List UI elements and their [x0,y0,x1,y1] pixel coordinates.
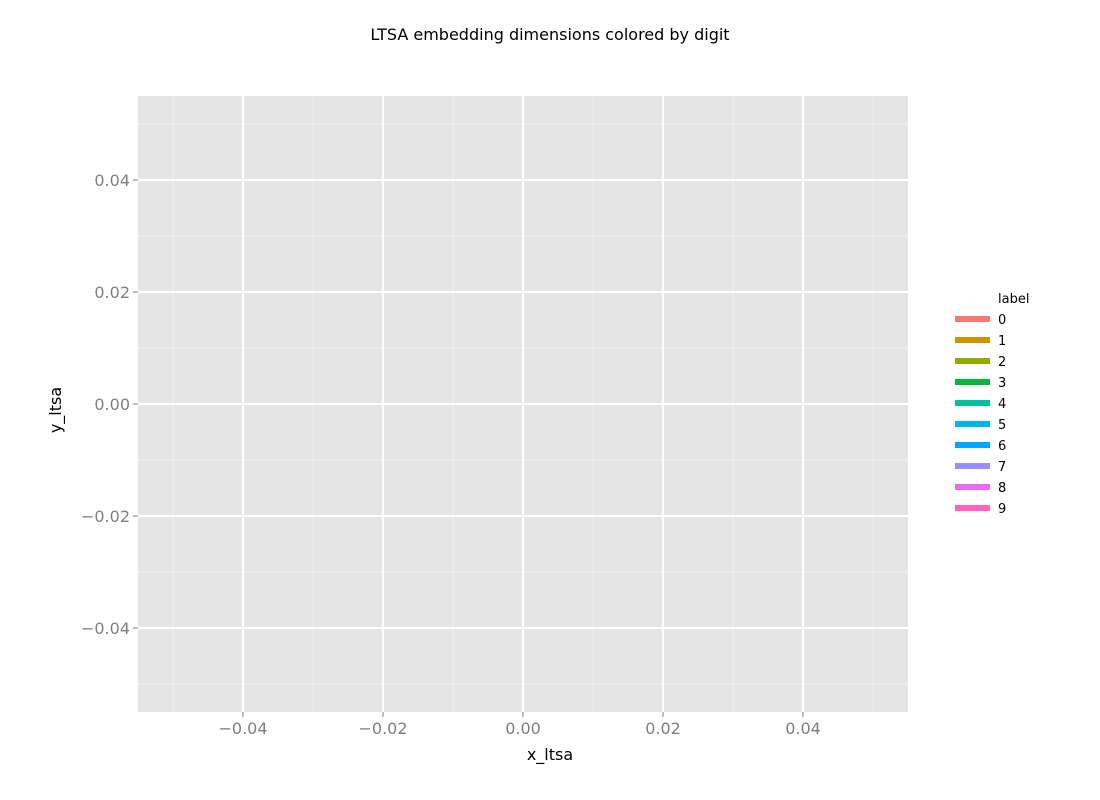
chart-title: LTSA embedding dimensions colored by dig… [370,25,729,44]
legend-label-0: 0 [998,313,1006,328]
x-tick-label: 0.00 [505,719,541,738]
legend-title: label [998,292,1029,307]
legend-label-6: 6 [998,439,1006,454]
x-axis-ticks: −0.04 −0.02 0.00 0.02 0.04 [218,712,821,738]
legend-label-1: 1 [998,334,1006,349]
x-tick-label: 0.02 [645,719,681,738]
y-tick-label: 0.02 [94,283,130,302]
x-tick-label: 0.04 [785,719,821,738]
x-axis-label: x_ltsa [527,745,573,765]
y-tick-label: 0.04 [94,171,130,190]
legend-label-2: 2 [998,355,1006,370]
x-tick-label: −0.04 [218,719,267,738]
y-tick-label: 0.00 [94,395,130,414]
legend-label-3: 3 [998,376,1006,391]
y-tick-label: −0.02 [81,507,130,526]
legend-label-7: 7 [998,460,1006,475]
y-axis-ticks: −0.04 −0.02 0.00 0.02 0.04 [81,171,138,638]
y-tick-label: −0.04 [81,619,130,638]
major-gridlines [138,96,908,712]
x-tick-label: −0.02 [358,719,407,738]
legend-label-9: 9 [998,502,1006,517]
legend-label-4: 4 [998,397,1006,412]
legend: label 0 1 2 3 4 5 6 7 8 9 [955,292,1029,517]
legend-label-5: 5 [998,418,1006,433]
legend-label-8: 8 [998,481,1006,496]
y-axis-label: y_ltsa [46,387,66,433]
